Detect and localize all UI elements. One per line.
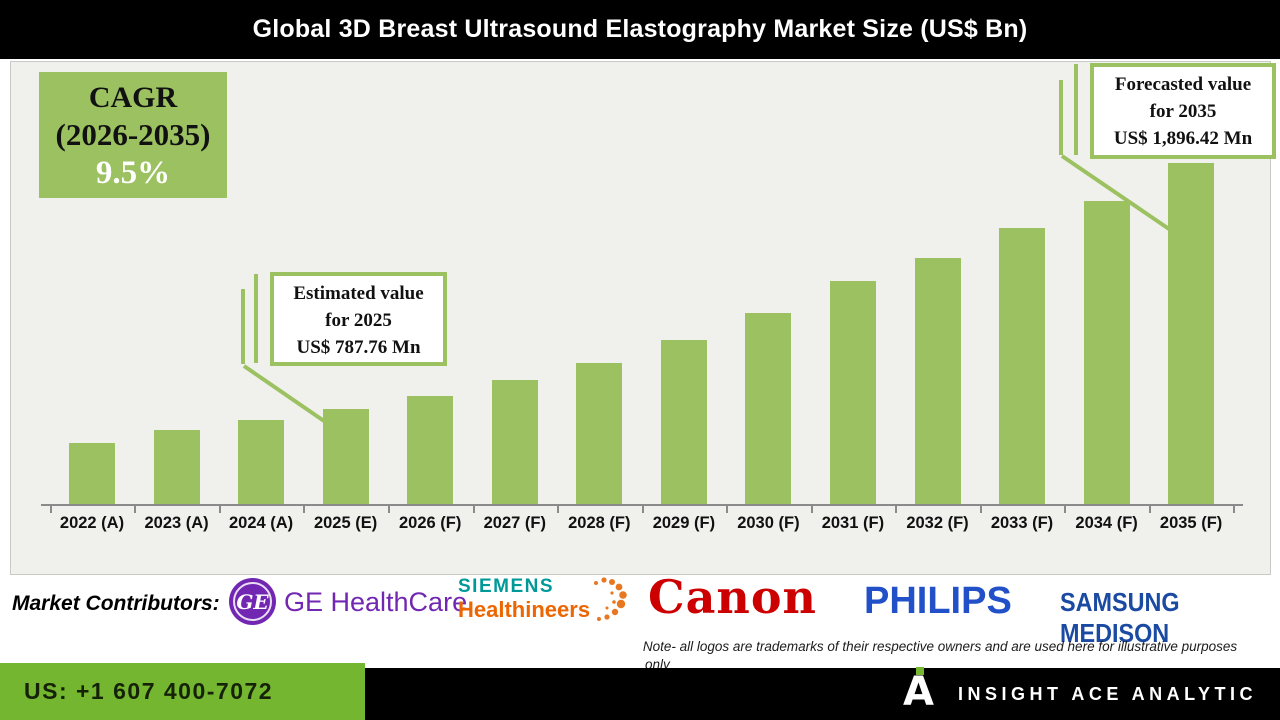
x-axis-label: 2027 (F) [483,514,546,532]
forecast-value-callout: Forecasted value for 2035 US$ 1,896.42 M… [1090,63,1276,159]
ge-monogram-ring [233,582,272,621]
axis-tick [1148,506,1151,513]
bar-2030-F [745,313,792,504]
axis-tick [979,506,982,513]
title-bar: Global 3D Breast Ultrasound Elastography… [0,0,1280,59]
philips-logo: PHILIPS [864,580,1012,622]
axis-tick [895,506,898,513]
bar-2032-F [914,258,961,504]
x-axis-label: 2029 (F) [652,514,716,532]
logo-letter: A [903,669,934,715]
ge-healthcare-logo: GE HealthCare [284,587,468,617]
x-axis-label: 2026 (F) [399,514,462,532]
siemens-healthineers-logo: SIEMENS Healthineers [458,577,590,621]
axis-tick [726,506,729,513]
forecast-callout-line2: for 2035 [1149,101,1217,122]
cagr-badge: CAGR (2026-2035) 9.5% [39,72,227,198]
ge-monogram-icon: GE [229,578,276,625]
brand-name: INSIGHT ACE ANALYTIC [958,683,1258,704]
estimated-callout-line1: Estimated value [293,283,424,304]
x-axis-label: 2032 (F) [906,514,969,532]
bar-2033-F [999,228,1045,504]
forecast-callout-value: US$ 1,896.42 Mn [1113,128,1253,149]
trademark-note-line1: Note- all logos are trademarks of their … [642,639,1238,654]
axis-tick [218,506,221,513]
siemens-wordmark: SIEMENS [458,576,555,597]
axis-tick [557,506,559,513]
ge-monogram-letters: GE [236,589,269,614]
logo-green-square [916,667,924,675]
axis-tick [472,506,475,513]
cagr-label: CAGR [88,81,178,114]
x-axis-label: 2033 (F) [990,514,1054,532]
axis-tick [49,506,52,513]
bar-2028-F [576,363,623,504]
page-title: Global 3D Breast Ultrasound Elastography… [252,15,1028,43]
axis-tick [641,506,644,513]
axis-tick [810,506,813,513]
bar-2024-A [238,420,285,504]
estimated-value-callout: Estimated value for 2025 US$ 787.76 Mn [270,272,447,366]
x-axis-label: 2035 (F) [1159,514,1223,532]
cagr-period: (2026-2035) [55,117,211,152]
axis-tick [1233,506,1236,513]
brand-name-wrap: INSIGHT ACE ANALYTIC [958,668,1257,720]
estimated-callout-value: US$ 787.76 Mn [296,337,421,358]
x-axis-label: 2022 (A) [59,514,125,532]
bar-2029-F [660,340,707,504]
axis-tick [387,506,390,513]
bar-2022-A [69,443,115,504]
estimated-callout-line2: for 2025 [325,310,392,331]
bar-2025-E [322,409,369,504]
canon-logo: Canon [648,570,817,624]
chart-panel: CAGR (2026-2035) 9.5% Estimated value fo… [10,61,1276,575]
market-contributors-label: Market Contributors: [12,592,220,615]
cagr-value: 9.5% [95,155,171,191]
bar-2031-F [829,281,876,504]
bar-2027-F [491,380,538,504]
x-axis-label: 2025 (E) [313,514,378,532]
bar-2026-F [407,396,454,504]
healthineers-wordmark: Healthineers [458,597,591,622]
insight-ace-logo-icon: A [903,666,943,716]
x-axis-label: 2023 (A) [144,514,209,532]
x-axis-label: 2028 (F) [568,514,631,532]
phone-banner: US: +1 607 400-7072 [0,663,365,720]
forecast-callout-line1: Forecasted value [1114,74,1252,95]
x-axis-label: 2031 (F) [821,514,885,532]
samsung-medison-logo: SAMSUNG MEDISON [1060,587,1180,648]
bar-2034-F [1083,201,1130,504]
axis-tick [1064,506,1067,513]
bar-2035-F [1168,163,1215,504]
x-axis-label: 2030 (F) [737,514,800,532]
axis-tick [303,506,306,513]
x-axis-label: 2024 (A) [228,514,294,532]
x-axis-label: 2034 (F) [1075,514,1138,532]
siemens-dot-swirl-icon [594,577,627,621]
bar-2023-A [153,430,200,504]
axis-tick [134,506,137,513]
x-axis-line [41,504,1243,506]
phone-number: US: +1 607 400-7072 [24,678,274,704]
